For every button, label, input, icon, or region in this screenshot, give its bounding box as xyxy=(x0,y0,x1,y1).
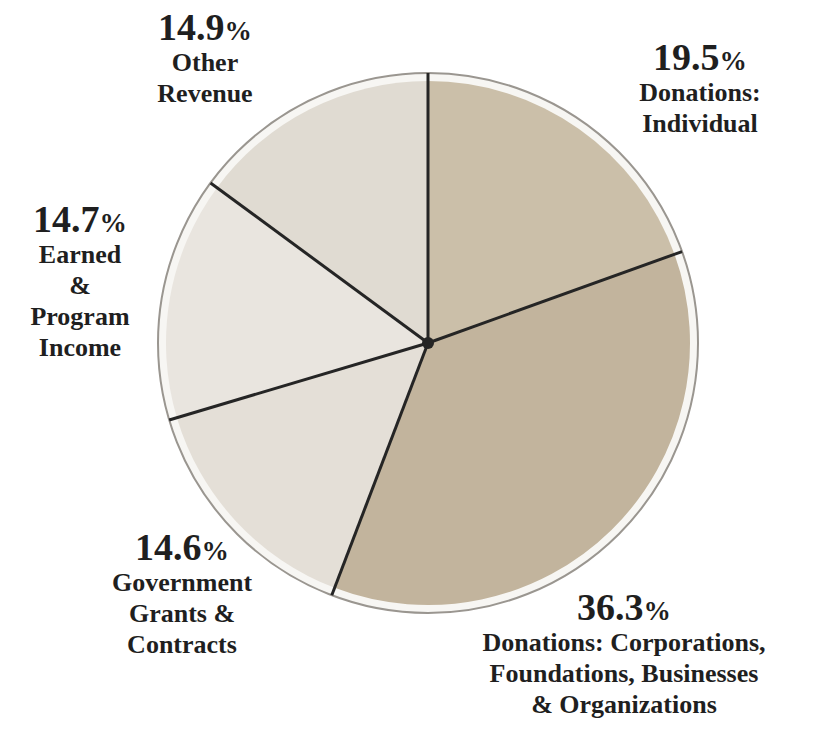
slice-separator xyxy=(427,73,430,343)
pie xyxy=(158,73,698,613)
category-label: Earned&ProgramIncome xyxy=(30,240,129,362)
bowl-rim xyxy=(158,73,698,613)
slice-separator xyxy=(428,252,682,343)
slice-separator xyxy=(332,343,428,595)
chart: 19.5%Donations:Individual 36.3%Donations:… xyxy=(0,0,822,730)
value-label: 36.3% xyxy=(577,586,671,628)
category-label: Donations:Individual xyxy=(639,78,760,138)
slice-separator xyxy=(169,343,428,420)
value-label: 14.6% xyxy=(135,526,229,568)
category-label: Donations: Corporations,Foundations, Bus… xyxy=(482,628,765,719)
separators xyxy=(169,73,682,595)
category-label: GovernmentGrants &Contracts xyxy=(112,568,252,659)
slice-separator xyxy=(211,183,428,343)
centre-dot xyxy=(422,337,434,349)
category-label: OtherRevenue xyxy=(157,48,252,108)
value-label: 14.9% xyxy=(158,6,252,48)
labels: 19.5%Donations:Individual 36.3%Donations:… xyxy=(30,6,765,719)
value-label: 19.5% xyxy=(653,36,747,78)
value-label: 14.7% xyxy=(33,198,127,240)
